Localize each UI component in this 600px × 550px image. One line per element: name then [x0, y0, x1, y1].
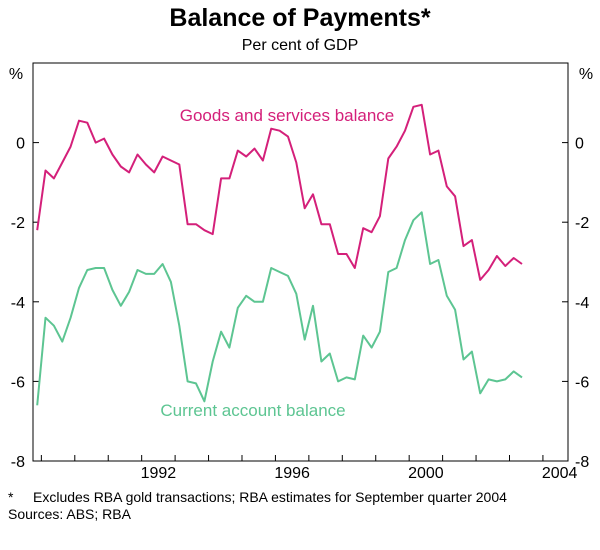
series-line-current-account [36, 211, 523, 406]
series-line-goods-services [36, 103, 523, 281]
chart-title: Balance of Payments* [169, 4, 431, 32]
y-tick-label-left: 0 [16, 136, 25, 153]
footnote: * Excludes RBA gold transactions; RBA es… [8, 489, 593, 505]
x-tick-label: 2004 [542, 465, 578, 482]
y-tick-label-right: -6 [575, 374, 589, 391]
plot-frame [32, 62, 569, 462]
y-tick-label-left: -8 [11, 454, 25, 471]
y-tick-label-right: 0 [575, 136, 584, 153]
y-tick-label-right: -4 [575, 295, 589, 312]
x-tick-label: 1996 [274, 465, 310, 482]
y-tick-label-left: -6 [11, 374, 25, 391]
y-tick-label-right: -2 [575, 215, 589, 232]
y-tick-label-left: -4 [11, 295, 25, 312]
x-tick-label: 1992 [141, 465, 177, 482]
series-annotation-current-account: Current account balance [160, 401, 345, 420]
y-axis-unit-right: % [579, 66, 593, 83]
chart-subtitle: Per cent of GDP [241, 37, 359, 54]
footnote-text: Excludes RBA gold transactions; RBA esti… [33, 489, 507, 505]
series-annotation-goods-services: Goods and services balance [180, 106, 395, 125]
footnote-marker: * [8, 489, 14, 505]
sources: Sources: ABS; RBA [8, 506, 131, 522]
chart-notes: * Excludes RBA gold transactions; RBA es… [8, 489, 593, 522]
y-tick-label-right: -8 [575, 454, 589, 471]
y-tick-label-left: -2 [11, 215, 25, 232]
y-axis-unit-left: % [9, 66, 23, 83]
x-tick-label: 2000 [408, 465, 444, 482]
